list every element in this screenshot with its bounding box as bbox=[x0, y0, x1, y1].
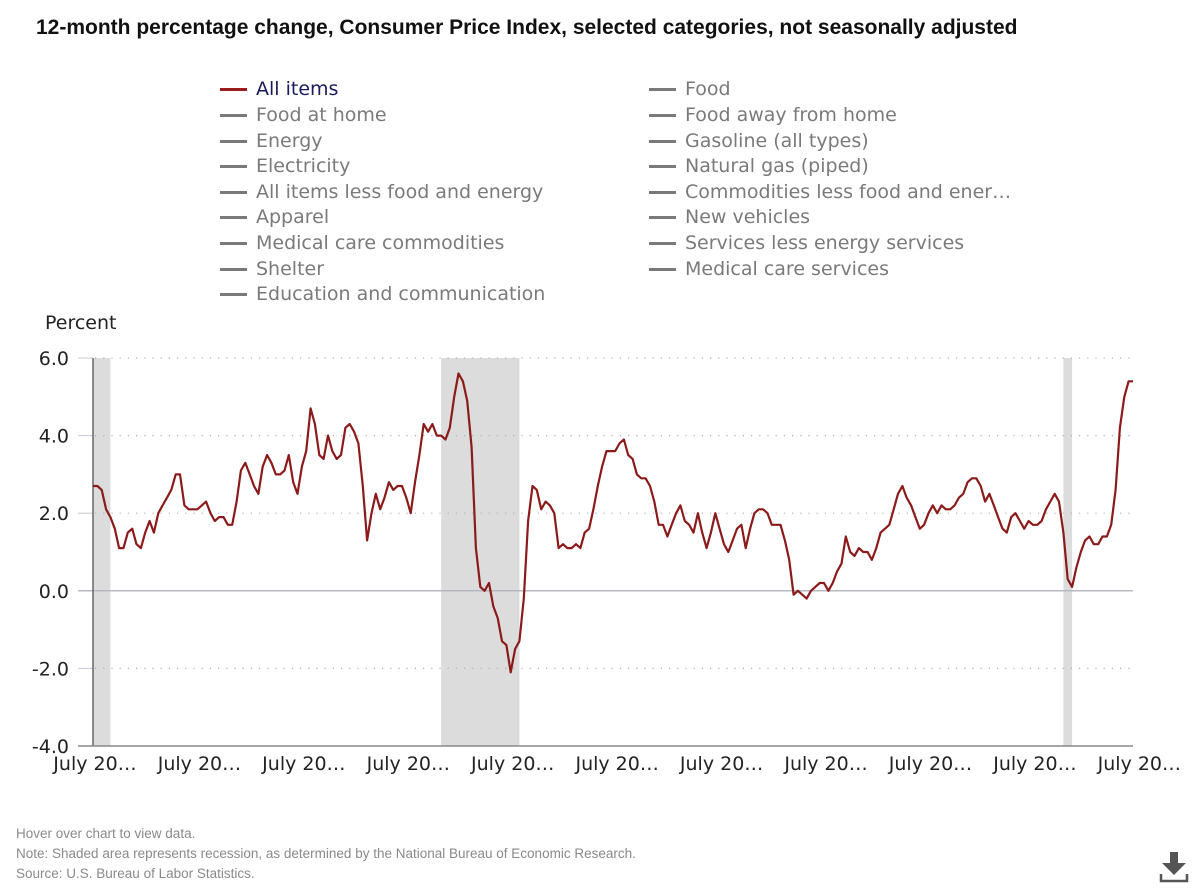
x-tick-label: July 20… bbox=[992, 753, 1076, 775]
recession-band bbox=[441, 358, 520, 746]
recession-band bbox=[93, 358, 111, 746]
legend-item-services-less-energy-services[interactable]: Services less energy services bbox=[649, 230, 964, 256]
gridlines bbox=[78, 357, 1133, 669]
legend-item-new-vehicles[interactable]: New vehicles bbox=[649, 204, 810, 230]
legend-label: Services less energy services bbox=[685, 232, 965, 254]
legend-swatch bbox=[220, 190, 247, 194]
legend-item-shelter[interactable]: Shelter bbox=[220, 256, 324, 282]
legend: All items Food at home Energy Electricit… bbox=[0, 76, 1200, 311]
legend-label: Electricity bbox=[256, 155, 351, 177]
legend-label: Energy bbox=[256, 130, 323, 152]
legend-item-education-and-communication[interactable]: Education and communication bbox=[220, 281, 545, 307]
legend-swatch bbox=[649, 267, 676, 271]
legend-swatch bbox=[220, 164, 247, 168]
legend-item-medical-care-services[interactable]: Medical care services bbox=[649, 256, 889, 282]
legend-item-natural-gas[interactable]: Natural gas (piped) bbox=[649, 153, 869, 179]
legend-item-all-items-less-food-and-energy[interactable]: All items less food and energy bbox=[220, 179, 543, 205]
y-tick-labels: 6.0 4.0 2.0 0.0 -2.0 -4.0 bbox=[32, 348, 69, 758]
x-tick-label: July 20… bbox=[470, 753, 554, 775]
legend-swatch bbox=[649, 215, 676, 219]
x-tick-label: July 20… bbox=[679, 753, 763, 775]
x-tick-label: July 20… bbox=[157, 753, 241, 775]
legend-label: Medical care commodities bbox=[256, 232, 505, 254]
y-tick-label: 0.0 bbox=[39, 581, 69, 603]
legend-swatch bbox=[220, 113, 247, 117]
x-tick-label: July 20… bbox=[366, 753, 450, 775]
legend-swatch bbox=[649, 164, 676, 168]
legend-label: Gasoline (all types) bbox=[685, 130, 869, 152]
legend-swatch bbox=[649, 190, 676, 194]
legend-label: Food at home bbox=[256, 104, 387, 126]
legend-label: Education and communication bbox=[256, 283, 546, 305]
axes bbox=[78, 358, 1133, 747]
legend-swatch bbox=[220, 139, 247, 143]
y-tick-label: -2.0 bbox=[32, 658, 69, 680]
x-tick-labels: July 20… July 20… July 20… July 20… July 20…… bbox=[52, 753, 1181, 775]
legend-item-apparel[interactable]: Apparel bbox=[220, 204, 329, 230]
x-tick-label: July 20… bbox=[888, 753, 972, 775]
series-line-all-items[interactable] bbox=[93, 372, 1133, 674]
legend-label: Apparel bbox=[256, 206, 330, 228]
legend-item-all-items[interactable]: All items bbox=[220, 76, 338, 102]
recession-bands bbox=[93, 358, 1073, 746]
x-tick-label: July 20… bbox=[52, 753, 136, 775]
line-chart[interactable]: 6.04.02.00.0-2.0-4.0 July 20… July 20… Jul… bbox=[0, 340, 1200, 780]
legend-item-electricity[interactable]: Electricity bbox=[220, 153, 350, 179]
series-layer bbox=[93, 372, 1133, 674]
legend-item-gasoline[interactable]: Gasoline (all types) bbox=[649, 128, 869, 154]
legend-swatch bbox=[649, 113, 676, 117]
legend-label: All items bbox=[256, 78, 339, 100]
legend-swatch bbox=[220, 292, 247, 296]
legend-label: Medical care services bbox=[685, 258, 889, 280]
download-icon bbox=[1159, 852, 1189, 883]
legend-label: Natural gas (piped) bbox=[685, 155, 869, 177]
download-button[interactable] bbox=[1158, 850, 1190, 884]
legend-item-food-away-from-home[interactable]: Food away from home bbox=[649, 102, 897, 128]
y-tick-label: 4.0 bbox=[39, 426, 69, 448]
legend-item-commodities-less-food-and-energy[interactable]: Commodities less food and ener… bbox=[649, 179, 1011, 205]
legend-swatch bbox=[649, 139, 676, 143]
y-tick-label: 2.0 bbox=[39, 503, 69, 525]
legend-label: Food away from home bbox=[685, 104, 897, 126]
legend-label: Food bbox=[685, 78, 731, 100]
legend-label: New vehicles bbox=[685, 206, 811, 228]
legend-swatch bbox=[220, 241, 247, 245]
legend-label: All items less food and energy bbox=[256, 181, 544, 203]
legend-label: Commodities less food and ener… bbox=[685, 181, 1012, 203]
recession-note: Note: Shaded area represents recession, … bbox=[16, 846, 636, 861]
footer-notes: Hover over chart to view data. Note: Sha… bbox=[16, 824, 636, 884]
legend-item-energy[interactable]: Energy bbox=[220, 128, 323, 154]
hover-hint: Hover over chart to view data. bbox=[16, 826, 196, 841]
y-tick-label: 6.0 bbox=[39, 348, 69, 370]
legend-item-food[interactable]: Food bbox=[649, 76, 731, 102]
recession-band bbox=[1063, 358, 1073, 746]
chart-title: 12-month percentage change, Consumer Pri… bbox=[36, 16, 1018, 39]
legend-label: Shelter bbox=[256, 258, 325, 280]
x-tick-label: July 20… bbox=[574, 753, 658, 775]
source-note: Source: U.S. Bureau of Labor Statistics. bbox=[16, 866, 255, 881]
x-tick-label: July 20… bbox=[1097, 753, 1181, 775]
legend-swatch bbox=[220, 267, 247, 271]
legend-swatch bbox=[220, 87, 247, 91]
y-axis-title: Percent bbox=[45, 312, 117, 334]
x-tick-label: July 20… bbox=[261, 753, 345, 775]
legend-swatch bbox=[220, 215, 247, 219]
legend-item-medical-care-commodities[interactable]: Medical care commodities bbox=[220, 230, 504, 256]
y-tick-label: -4.0 bbox=[32, 736, 69, 758]
x-tick-label: July 20… bbox=[783, 753, 867, 775]
legend-swatch bbox=[649, 241, 676, 245]
legend-item-food-at-home[interactable]: Food at home bbox=[220, 102, 387, 128]
legend-swatch bbox=[649, 87, 676, 91]
